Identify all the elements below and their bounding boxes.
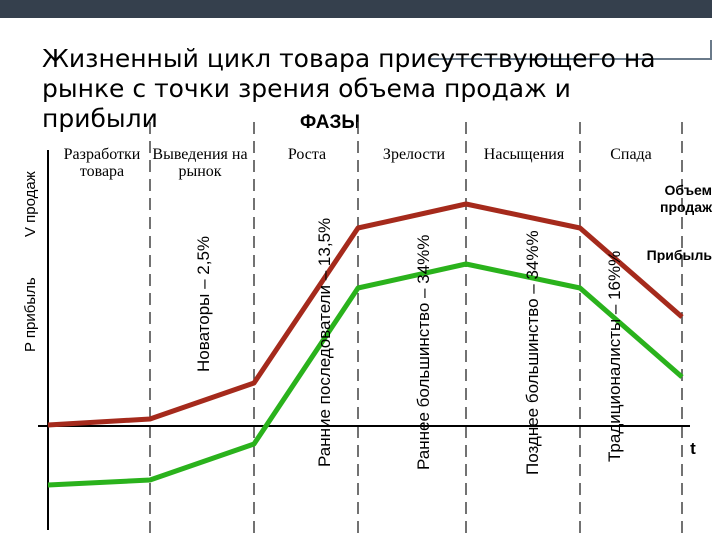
header-bar-block (690, 0, 712, 18)
phase-maturity: Зрелости (382, 146, 446, 163)
adopter-laggards: Традиционалисты – 16%% (605, 250, 624, 462)
adopter-early-adopters: Ранние последователи – 13,5% (315, 217, 334, 467)
phases-heading: ФАЗЫ (300, 112, 360, 133)
legend-profit: Прибыль (646, 247, 712, 263)
y-axis-label-sales: V продаж (22, 171, 39, 237)
x-axis-label: t (690, 439, 696, 458)
phase-development: Разработки товара (63, 146, 141, 180)
adopter-early-majority: Раннее большинство – 34%% (414, 234, 433, 470)
page-title: Жизненный цикл товара присутствующего на… (42, 44, 656, 133)
sales-curve (47, 201, 684, 428)
title-accent (430, 40, 712, 60)
phase-growth: Роста (287, 146, 327, 163)
legend-sales: Объем продаж (660, 182, 712, 215)
phase-saturation: Насыщения (483, 146, 565, 163)
adopter-innovators: Новаторы – 2,5% (194, 235, 213, 372)
header-bar (0, 0, 690, 18)
phase-introduction: Выведения на рынок (152, 146, 248, 180)
y-axis-label-profit: P прибыль (22, 277, 39, 352)
adopter-late-majority: Позднее большинство – 34%% (523, 230, 542, 475)
profit-curve (47, 261, 684, 488)
phase-decline: Спада (610, 146, 652, 163)
